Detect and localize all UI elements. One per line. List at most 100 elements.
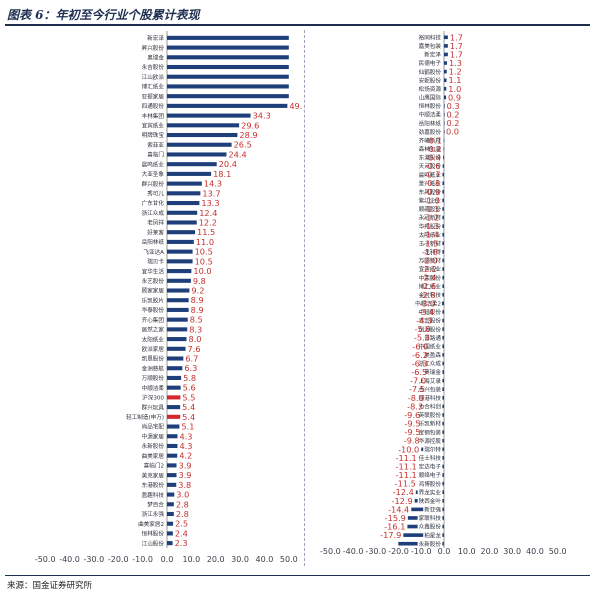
chart1-bar-9 — [167, 123, 240, 128]
chart0-category-label-36: 中国纸业 — [419, 342, 442, 350]
chart0-value-label-21: -1.2 — [423, 213, 439, 223]
chart0-category-label-bg-20 — [417, 205, 443, 214]
chart1-category-label-8: 丰林集团 — [142, 112, 165, 120]
chart0-category-label-bg-26 — [417, 256, 443, 265]
chart0-category-label-47: 华源控股 — [419, 437, 442, 445]
chart1-bar-42 — [167, 443, 178, 449]
chart1-value-label-40: 5.1 — [181, 422, 194, 432]
chart1-category-label-bg-39 — [125, 413, 165, 422]
chart1-bar-35 — [167, 375, 182, 380]
chart1-category-label-bg-47 — [140, 490, 166, 499]
chart1-category-label-bg-6 — [140, 92, 166, 101]
chart1-category-label-bg-30 — [140, 325, 166, 334]
chart1-category-label-bg-32 — [140, 345, 166, 354]
chart0-category-label-bg-38 — [417, 359, 443, 368]
chart1-value-label-32: 7.6 — [188, 344, 201, 354]
chart1-tick-label-2: -30.0 — [84, 555, 105, 564]
chart0-category-label-bg-30 — [417, 290, 443, 299]
chart0-value-label-0: 1.7 — [450, 32, 463, 42]
chart0-category-label-10: 岳阳林纸 — [419, 119, 442, 127]
chart1-value-label-24: 10.0 — [193, 266, 211, 276]
chart0-value-label-45: -9.5 — [404, 419, 420, 429]
chart0-category-label-3: 民德电子 — [419, 59, 442, 67]
chart1-category-label-17: 广东甘化 — [142, 199, 165, 207]
chart1-value-label-49: 2.8 — [176, 509, 189, 519]
chart0-category-label-bg-39 — [423, 368, 443, 377]
chart0-value-label-53: -12.4 — [393, 487, 414, 497]
chart0-category-label-bg-15 — [417, 162, 443, 171]
chart0-value-label-33: -4.3 — [416, 316, 432, 326]
chart0-value-label-50: -11.1 — [396, 461, 417, 471]
chart0-category-label-bg-55 — [423, 505, 443, 514]
chart1-value-label-23: 10.5 — [195, 256, 213, 266]
chart0-value-label-55: -14.4 — [388, 504, 409, 514]
source-note: 来源：国金证券研究所 — [7, 581, 93, 591]
chart0-category-label-bg-17 — [417, 179, 443, 188]
chart1-bar-18 — [167, 210, 198, 215]
chart0-category-label-1: 嘉美包装 — [419, 42, 442, 50]
chart1-bar-32 — [167, 346, 186, 351]
chart0-category-label-55: 新亚强 — [424, 506, 441, 514]
chart0-value-label-58: -17.9 — [380, 530, 401, 540]
title-rule — [5, 24, 590, 26]
chart0-category-label-24: 王子新材 — [419, 239, 442, 247]
chart1-value-label-30: 8.3 — [189, 324, 202, 334]
chart0-category-label-56: 家联科技 — [419, 514, 442, 522]
chart0-bar-0 — [444, 35, 448, 40]
chart1-category-label-bg-18 — [140, 208, 166, 217]
chart1-category-label-37: 沪深300 — [142, 394, 164, 402]
chart1-category-label-bg-41 — [140, 432, 166, 441]
chart1-category-label-20: 好莱客 — [147, 228, 164, 236]
chart1-bar-31 — [167, 337, 187, 342]
chart1-category-label-34: 金洲慈航 — [142, 364, 165, 372]
chart1-value-label-26: 9.2 — [191, 286, 204, 296]
chart0-bar-22 — [441, 224, 444, 228]
chart0-value-label-52: -11.5 — [395, 479, 416, 489]
chart0-category-label-bg-6 — [417, 84, 443, 93]
chart1-value-label-46: 3.8 — [178, 480, 191, 490]
chart0-category-label-bg-58 — [423, 531, 443, 540]
chart0-category-label-bg-12 — [417, 136, 443, 145]
chart1-category-label-bg-16 — [146, 189, 166, 198]
chart0-category-label-bg-18 — [417, 187, 443, 196]
chart1-bar-50 — [167, 521, 174, 526]
chart0-category-label-15: 天元股份 — [419, 162, 442, 170]
chart0-value-label-25: -1.8 — [422, 247, 438, 257]
chart1-category-label-4: 江山欧派 — [142, 73, 165, 81]
chart1-category-label-28: 华泰股份 — [142, 306, 165, 314]
chart0-category-label-bg-32 — [417, 308, 443, 317]
chart1-value-label-43: 4.2 — [179, 451, 192, 461]
chart0-category-label-bg-47 — [417, 436, 443, 445]
chart1-category-label-35: 万顺股份 — [142, 374, 165, 382]
chart1-category-label-bg-0 — [146, 34, 166, 43]
chart1-bar-48 — [167, 502, 174, 507]
chart0-value-label-13: -0.2 — [426, 144, 442, 154]
chart1-bar-14 — [167, 171, 212, 176]
chart1-category-label-bg-43 — [140, 451, 166, 460]
chart0-category-label-bg-59 — [417, 539, 443, 548]
chart1-category-label-51: 恒林股份 — [142, 530, 165, 538]
chart0-value-label-39: -6.5 — [411, 367, 427, 377]
chart1-value-label-20: 11.5 — [197, 227, 215, 237]
chart1-category-label-7: 四通股份 — [142, 102, 165, 110]
chart1-bar-16 — [167, 191, 201, 196]
chart0-category-label-bg-43 — [417, 402, 443, 411]
chart0-value-label-46: -9.5 — [404, 427, 420, 437]
chart0-value-label-40: -7.0 — [410, 376, 426, 386]
chart1-category-label-bg-2 — [146, 53, 166, 62]
chart1-category-label-43: 曲美家居 — [142, 452, 165, 460]
chart1-value-label-15: 14.3 — [204, 179, 222, 189]
chart1-value-label-39: 5.4 — [182, 412, 195, 422]
chart1-category-label-9: 宜宾纸业 — [142, 122, 165, 130]
chart1-bar-33 — [167, 356, 184, 361]
chart0-tick-label-8: 30.0 — [503, 547, 521, 556]
chart0-category-label-bg-31 — [414, 299, 442, 308]
chart0-value-label-15: -0.6 — [425, 161, 441, 171]
chart0-category-label-bg-0 — [417, 33, 443, 42]
chart1-value-label-44: 3.9 — [179, 460, 192, 470]
chart0-bar-14 — [443, 155, 444, 160]
chart0-category-label-bg-50 — [417, 462, 443, 471]
chart1-category-label-25: 永艺股份 — [142, 277, 165, 285]
chart1-value-label-22: 10.5 — [195, 247, 213, 257]
